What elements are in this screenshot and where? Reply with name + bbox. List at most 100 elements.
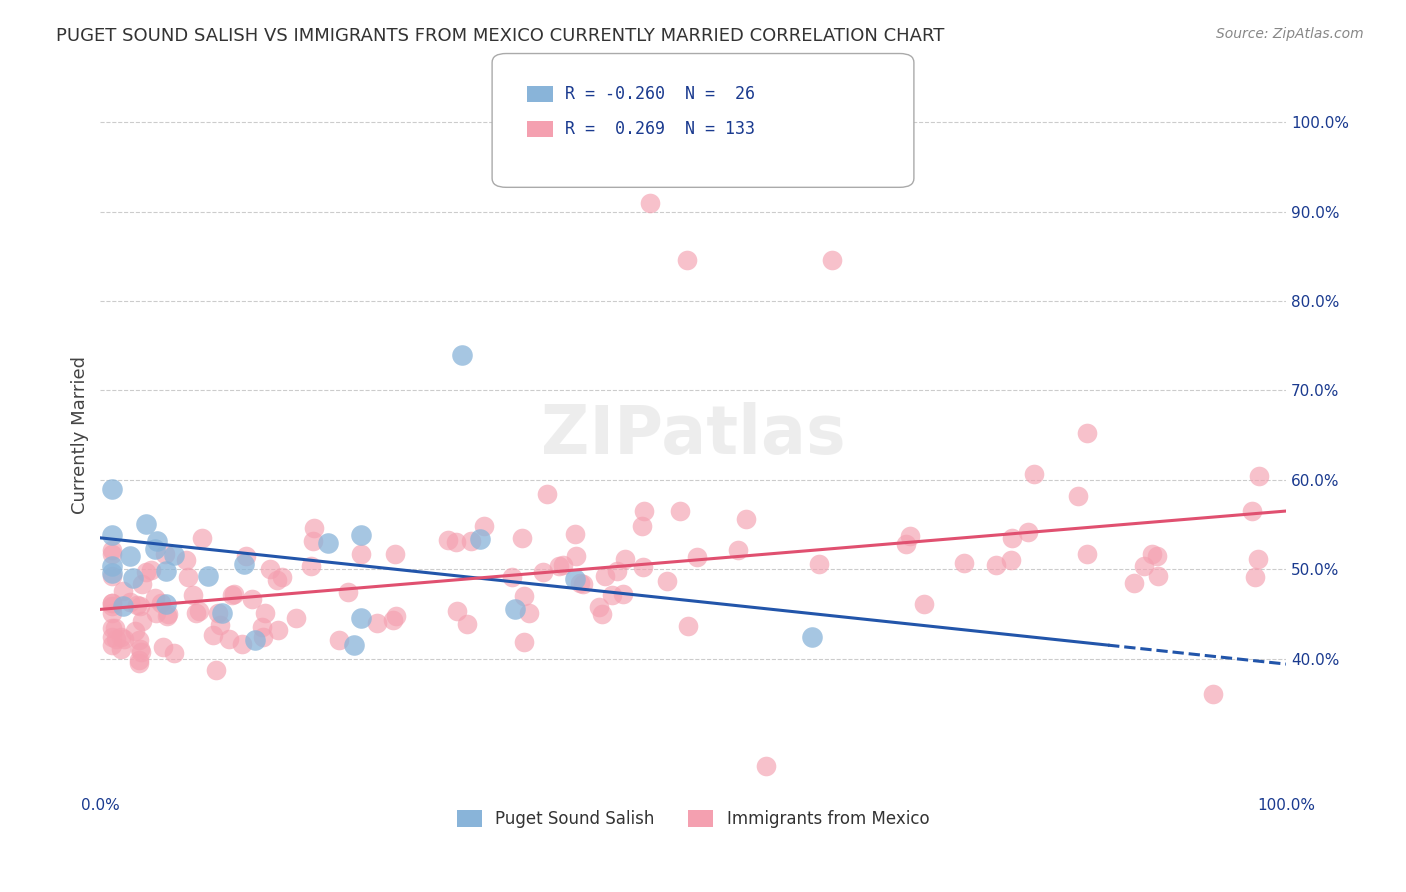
Point: [101, 630, 124, 644]
Point: [1147, 569, 1170, 583]
Point: [128, 656, 150, 670]
Point: [118, 549, 141, 563]
Point: [211, 606, 233, 620]
Point: [186, 607, 208, 621]
Point: [129, 641, 152, 656]
Point: [631, 560, 654, 574]
Point: [501, 570, 523, 584]
Point: [232, 557, 254, 571]
Point: [153, 547, 176, 561]
Point: [385, 609, 408, 624]
Point: [150, 596, 173, 610]
Point: [254, 606, 277, 620]
Point: [444, 535, 467, 549]
Point: [266, 623, 288, 637]
Point: [266, 573, 288, 587]
Text: PUGET SOUND SALISH VS IMMIGRANTS FROM MEXICO CURRENTLY MARRIED CORRELATION CHART: PUGET SOUND SALISH VS IMMIGRANTS FROM ME…: [56, 27, 945, 45]
Point: [131, 577, 153, 591]
Point: [155, 564, 177, 578]
Point: [894, 537, 917, 551]
Point: [205, 664, 228, 678]
Point: [755, 759, 778, 773]
Point: [271, 570, 294, 584]
Point: [606, 564, 628, 578]
Point: [366, 616, 388, 631]
Point: [104, 621, 127, 635]
Point: [536, 487, 558, 501]
Point: [221, 588, 243, 602]
Point: [1244, 570, 1267, 584]
Point: [101, 528, 124, 542]
Point: [807, 557, 830, 571]
Point: [243, 633, 266, 648]
Point: [176, 570, 198, 584]
Point: [105, 632, 128, 646]
Point: [120, 595, 142, 609]
Point: [676, 618, 699, 632]
Point: [110, 630, 132, 644]
Y-axis label: Currently Married: Currently Married: [72, 356, 89, 514]
Point: [318, 536, 340, 550]
Point: [343, 638, 366, 652]
Point: [218, 632, 240, 646]
Point: [139, 562, 162, 576]
Point: [101, 638, 124, 652]
Point: [595, 569, 617, 583]
Point: [252, 630, 274, 644]
Point: [953, 556, 976, 570]
Point: [614, 552, 637, 566]
Point: [565, 549, 588, 563]
Point: [129, 599, 152, 613]
Point: [112, 599, 135, 613]
Point: [157, 607, 180, 622]
Point: [800, 631, 823, 645]
Point: [513, 590, 536, 604]
Point: [152, 640, 174, 655]
Point: [1000, 531, 1022, 545]
Point: [1076, 547, 1098, 561]
Legend: Puget Sound Salish, Immigrants from Mexico: Puget Sound Salish, Immigrants from Mexi…: [450, 803, 936, 834]
Point: [187, 603, 209, 617]
Point: [350, 528, 373, 542]
Point: [1247, 468, 1270, 483]
Point: [382, 613, 405, 627]
Point: [1140, 547, 1163, 561]
Point: [668, 504, 690, 518]
Point: [304, 521, 326, 535]
Point: [143, 591, 166, 605]
Point: [675, 253, 697, 268]
Point: [1146, 549, 1168, 563]
Point: [121, 571, 143, 585]
Point: [1240, 504, 1263, 518]
Point: [163, 646, 186, 660]
Point: [456, 617, 478, 632]
Point: [591, 607, 613, 621]
Point: [101, 547, 124, 561]
Point: [686, 550, 709, 565]
Point: [163, 548, 186, 562]
Point: [564, 526, 586, 541]
Point: [821, 253, 844, 268]
Point: [101, 482, 124, 496]
Point: [125, 599, 148, 613]
Point: [600, 587, 623, 601]
Point: [505, 601, 527, 615]
Point: [551, 558, 574, 572]
Point: [101, 566, 124, 581]
Point: [1133, 559, 1156, 574]
Point: [131, 614, 153, 628]
Point: [176, 552, 198, 566]
Point: [572, 576, 595, 591]
Point: [1202, 687, 1225, 701]
Point: [101, 596, 124, 610]
Point: [145, 607, 167, 621]
Point: [472, 519, 495, 533]
Text: R = -0.260  N =  26: R = -0.260 N = 26: [565, 85, 755, 103]
Point: [101, 543, 124, 558]
Point: [101, 621, 124, 635]
Point: [111, 583, 134, 598]
Point: [183, 588, 205, 602]
Point: [209, 618, 232, 632]
Point: [350, 611, 373, 625]
Point: [101, 606, 124, 620]
